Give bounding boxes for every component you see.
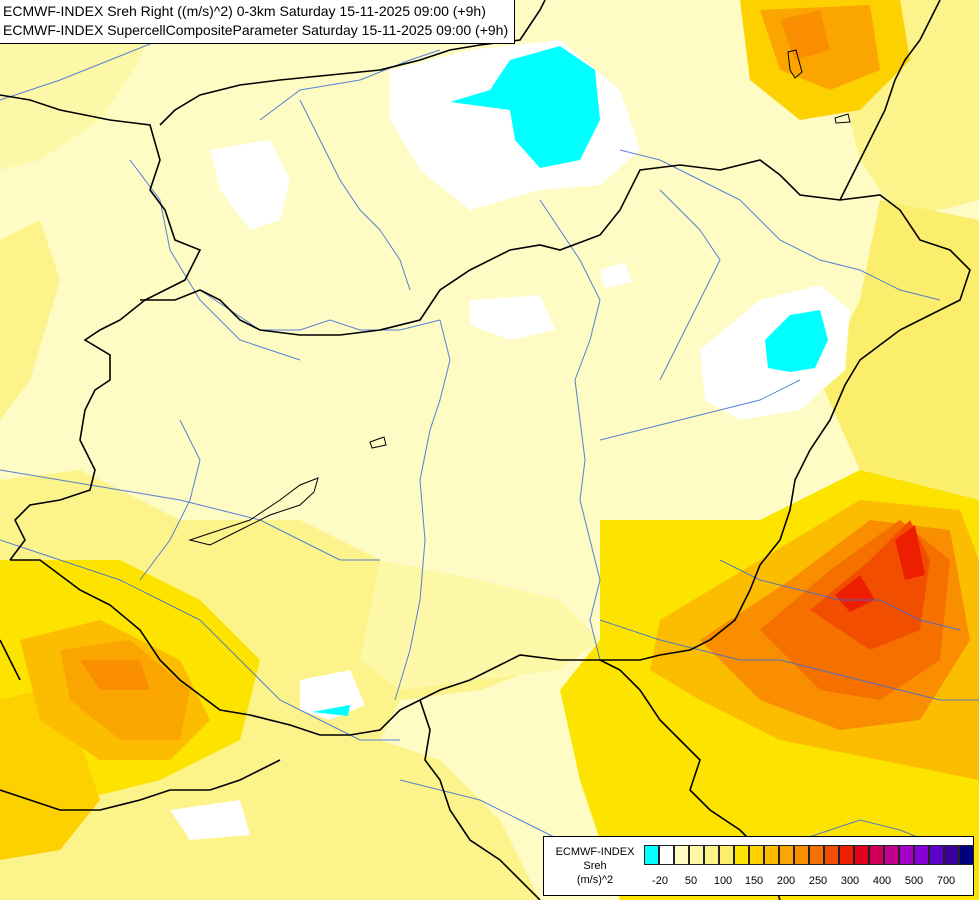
sreh-field-orange [650,500,979,780]
legend-swatch [689,845,704,865]
color-legend: ECMWF-INDEX Sreh (m/s)^2 -20 50 100 150 200 2… [543,836,974,896]
legend-tick-label: -20 [652,875,668,887]
legend-swatch [959,845,974,865]
legend-swatch [854,845,869,865]
legend-swatch [779,845,794,865]
map-title: ECMWF-INDEX Sreh Right ((m/s)^2) 0-3km S… [0,0,516,44]
legend-unit: (m/s)^2 [576,874,614,886]
legend-tick-label: 500 [904,875,924,887]
legend-swatch [674,845,689,865]
legend-swatch [644,845,659,865]
legend-variable: Sreh [583,860,607,872]
legend-swatch [869,845,884,865]
legend-tick-label: 150 [744,875,764,887]
legend-tick-label: 400 [872,875,892,887]
legend-swatch [794,845,809,865]
legend-swatch [884,845,899,865]
legend-swatch [839,845,854,865]
legend-tick-label: 200 [776,875,796,887]
title-line-2: ECMWF-INDEX SupercellCompositeParameter … [3,22,509,38]
legend-swatch [764,845,779,865]
legend-swatch [824,845,839,865]
legend-swatch [749,845,764,865]
legend-tick-label: 300 [840,875,860,887]
legend-tick-label: 250 [808,875,828,887]
legend-swatch [809,845,824,865]
small-lake-outline [369,436,387,449]
legend-label: ECMWF-INDEX Sreh (m/s)^2 [548,845,642,887]
lake-outline [188,477,319,546]
legend-swatch [929,845,944,865]
legend-tick-label: 50 [684,875,698,887]
legend-ticks: -20 50 100 150 200 250 300 400 500 700 [644,875,969,891]
legend-swatch [659,845,674,865]
legend-swatches [644,845,974,865]
sreh-field-southwest [20,620,210,760]
small-lake-outline-3 [787,49,803,79]
legend-swatch [914,845,929,865]
small-lake-outline-2 [834,113,851,124]
legend-swatch [734,845,749,865]
legend-swatch [899,845,914,865]
legend-swatch [944,845,959,865]
legend-tick-label: 700 [936,875,956,887]
legend-swatch [704,845,719,865]
legend-swatch [719,845,734,865]
title-line-1: ECMWF-INDEX Sreh Right ((m/s)^2) 0-3km S… [3,3,486,19]
legend-tick-label: 100 [713,875,733,887]
legend-title: ECMWF-INDEX [555,846,635,858]
rivers [0,9,979,881]
sreh-field-negative [312,46,828,716]
